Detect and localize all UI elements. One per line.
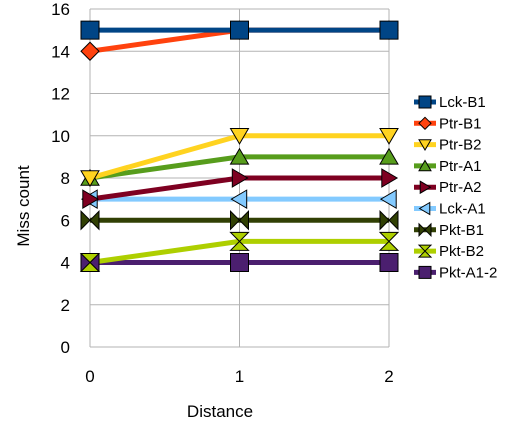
- data-point-pkt-a1-2: [379, 253, 399, 272]
- data-point-ptr-b2: [80, 170, 100, 188]
- y-tick-label: 10: [51, 127, 70, 146]
- data-point-pkt-b2: [378, 231, 400, 251]
- legend-marker: [418, 222, 432, 238]
- y-axis-title: Miss count: [14, 165, 33, 247]
- legend-marker: [418, 265, 432, 279]
- data-point-lck-b1: [80, 20, 100, 40]
- legend-label: Ptr-A1: [439, 158, 482, 175]
- legend: Lck-B1 Ptr-B1 Ptr-B2 Ptr-A1 Ptr-A2 Lck-A1 Pkt-…: [414, 94, 497, 281]
- legend-label: Lck-A1: [439, 201, 486, 218]
- legend-label: Pkt-B1: [439, 222, 484, 239]
- series-markers: [79, 20, 400, 272]
- y-tick-label: 16: [51, 0, 70, 19]
- y-tick-label: 12: [51, 85, 70, 104]
- data-point-lck-b1: [379, 20, 399, 40]
- legend-marker: [418, 159, 432, 172]
- legend-label: Ptr-A2: [439, 179, 482, 196]
- legend-label: Pkt-A1-2: [439, 264, 497, 281]
- data-point-ptr-a1: [379, 147, 399, 165]
- legend-marker: [418, 95, 432, 109]
- legend-label: Ptr-B2: [439, 137, 482, 154]
- data-point-pkt-a1-2: [230, 253, 249, 272]
- legend-label: Ptr-B1: [439, 115, 482, 132]
- y-tick-label: 8: [61, 169, 70, 188]
- x-axis-title: Distance: [187, 402, 253, 421]
- legend-marker: [418, 201, 431, 216]
- x-tick-label: 0: [85, 367, 94, 386]
- data-point-ptr-a2: [231, 168, 249, 188]
- y-tick-label: 6: [61, 211, 70, 230]
- x-tick-label: 1: [235, 367, 244, 386]
- data-point-lck-b1: [230, 20, 249, 40]
- legend-marker: [417, 244, 433, 258]
- data-point-pkt-b1: [230, 210, 249, 231]
- data-point-pkt-b2: [229, 231, 250, 251]
- legend-marker: [418, 139, 432, 151]
- y-tick-label: 14: [51, 42, 70, 61]
- data-point-pkt-b1: [379, 210, 399, 231]
- legend-label: Pkt-B2: [439, 243, 484, 260]
- y-tick-label: 4: [61, 254, 70, 273]
- data-point-ptr-a2: [381, 168, 399, 188]
- legend-marker: [418, 116, 432, 131]
- data-point-ptr-a1: [229, 147, 250, 165]
- data-point-ptr-a2: [82, 189, 100, 209]
- data-point-lck-a1: [230, 189, 248, 209]
- legend-label: Lck-B1: [439, 94, 486, 111]
- y-tick-label: 2: [61, 296, 70, 315]
- x-tick-label: 2: [384, 367, 393, 386]
- data-point-ptr-b2: [379, 128, 399, 145]
- data-point-ptr-b2: [229, 128, 250, 145]
- data-point-pkt-b2: [79, 253, 101, 272]
- data-point-lck-a1: [379, 189, 397, 209]
- data-point-ptr-b1: [80, 41, 100, 61]
- y-tick-label: 0: [61, 338, 70, 357]
- data-point-pkt-b1: [80, 210, 100, 231]
- legend-marker: [419, 180, 432, 195]
